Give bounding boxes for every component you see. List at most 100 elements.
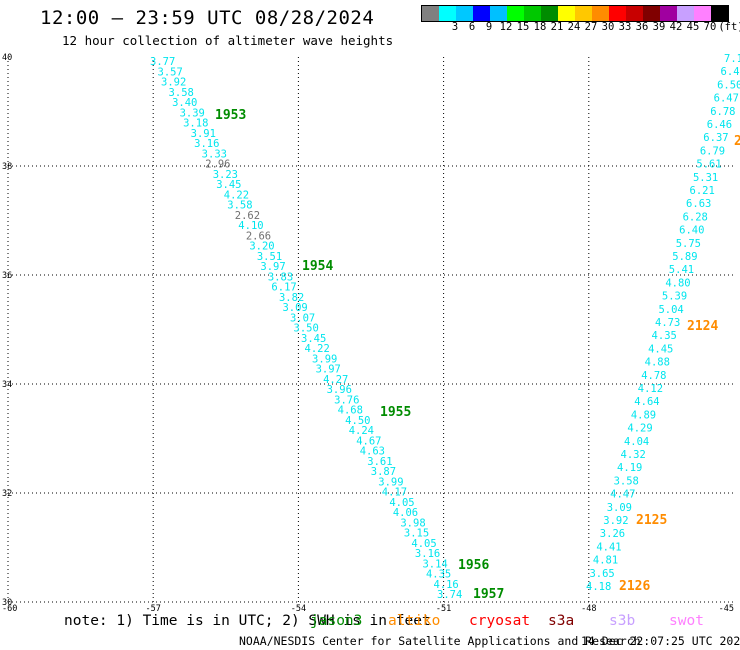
satellite-label: altiko [388,613,441,629]
wave-height-value: 3.58 [614,475,639,487]
wave-height-value: 6.50 [717,79,740,91]
satellite-label: cryosat [469,613,531,629]
wave-height-value: 5.75 [676,238,701,250]
wave-height-value: 3.96 [327,384,352,396]
wave-height-value: 2.62 [235,210,260,222]
legend-label: 70 [703,21,717,33]
legend-swatch [592,6,609,21]
legend-label: 27 [584,21,598,33]
wave-height-value: 4.35 [652,330,677,342]
legend-label: 9 [485,21,493,33]
footer-timestamp: 14 Dec 22:07:25 UTC 2024 [581,634,740,648]
wave-height-value: 3.77 [150,56,175,68]
longitude-tick-label: -48 [581,604,596,614]
wave-height-value: 3.76 [334,394,359,406]
wave-height-value: 3.45 [216,179,241,191]
wave-height-value: 4.10 [238,220,263,232]
wave-height-value: 3.65 [589,568,614,580]
wave-height-value: 4.73 [655,317,680,329]
legend-swatch [524,6,541,21]
wave-height-value: 3.91 [191,128,216,140]
wave-height-value: 3.15 [404,528,429,540]
wave-height-value: 3.87 [371,466,396,478]
wave-height-value: 4.81 [593,555,618,567]
wave-height-value: 3.97 [260,261,285,273]
wave-height-value: 4.41 [596,541,621,553]
wave-height-value: 5.61 [696,159,721,171]
legend-swatch [711,6,728,21]
wave-height-value: 4.29 [627,423,652,435]
longitude-tick-label: -57 [146,604,161,614]
wave-height-value: 4.68 [338,405,363,417]
legend-label: 21 [550,21,564,33]
wave-height-value: 6.47 [714,93,739,105]
wave-height-value: 4.22 [224,189,249,201]
legend-swatch [643,6,660,21]
time-label: 1957 [473,587,504,602]
wave-height-value: 4.16 [433,579,458,591]
wave-height-value: 4.63 [360,446,385,458]
wave-height-value: 3.97 [316,364,341,376]
wave-height-value: 3.98 [400,517,425,529]
wave-height-value: 4.17 [382,487,407,499]
wave-height-value: 3.58 [227,200,252,212]
wave-height-value: 6.78 [710,106,735,118]
wave-height-value: 5.31 [693,172,718,184]
wave-height-value: 3.92 [161,77,186,89]
wave-height-value: 4.35 [426,569,451,581]
wave-height-value: 4.67 [356,435,381,447]
wave-height-value: 3.09 [282,302,307,314]
wave-height-value: 6.37 [703,132,728,144]
wave-height-value: 5.89 [672,251,697,263]
wave-height-value: 6.28 [683,211,708,223]
footer-credit: NOAA/NESDIS Center for Satellite Applica… [239,634,641,648]
wave-height-value: 3.74 [437,589,462,601]
latitude-tick-label: 36 [2,271,12,281]
legend-label: 12 [499,21,513,33]
time-label: 2126 [619,579,650,594]
page-title: 12:00 – 23:59 UTC 08/28/2024 [40,7,375,29]
wave-height-value: 3.07 [290,312,315,324]
longitude-tick-label: -45 [719,604,734,614]
legend-swatch [558,6,575,21]
legend-label: (ft) [718,21,740,33]
time-label: 1953 [215,108,246,123]
wave-height-value: 6.21 [690,185,715,197]
wave-height-value: 3.50 [294,323,319,335]
wave-height-value: 3.20 [249,241,274,253]
wave-height-value: 3.23 [213,169,238,181]
wave-height-value: 3.57 [158,66,183,78]
wave-height-value: 3.33 [202,148,227,160]
satellite-label: s3b [609,613,636,629]
wave-height-value: 4.05 [411,538,436,550]
wave-height-value: 4.78 [641,370,666,382]
time-label: 2 [734,134,740,149]
wave-height-value: 3.58 [169,87,194,99]
legend-swatch [677,6,694,21]
wave-height-value: 3.09 [607,502,632,514]
legend-swatch [507,6,524,21]
legend-label: 18 [533,21,547,33]
wave-height-value: 4.50 [345,415,370,427]
wave-height-value: 6.63 [686,198,711,210]
longitude-tick-label: -51 [436,604,451,614]
wave-height-value: 3.45 [301,333,326,345]
wave-height-value: 6.49 [721,66,740,78]
wave-height-value: 7.1 [724,53,740,65]
longitude-tick-label: -60 [2,604,17,614]
color-legend [421,5,729,22]
satellite-legend: jason3 altiko cryosat s3a s3b swot [0,613,740,631]
time-label: 1954 [302,259,333,274]
legend-swatch [626,6,643,21]
wave-height-value: 5.39 [662,291,687,303]
wave-height-value: 4.19 [617,462,642,474]
wave-height-value: 5.41 [669,264,694,276]
time-label: 1955 [380,405,411,420]
satellite-label: s3a [548,613,575,629]
wave-height-value: 6.46 [707,119,732,131]
legend-swatch [422,6,439,21]
wave-height-value: 4.22 [305,343,330,355]
wave-height-value: 4.64 [634,396,659,408]
satellite-label: swot [669,613,704,629]
